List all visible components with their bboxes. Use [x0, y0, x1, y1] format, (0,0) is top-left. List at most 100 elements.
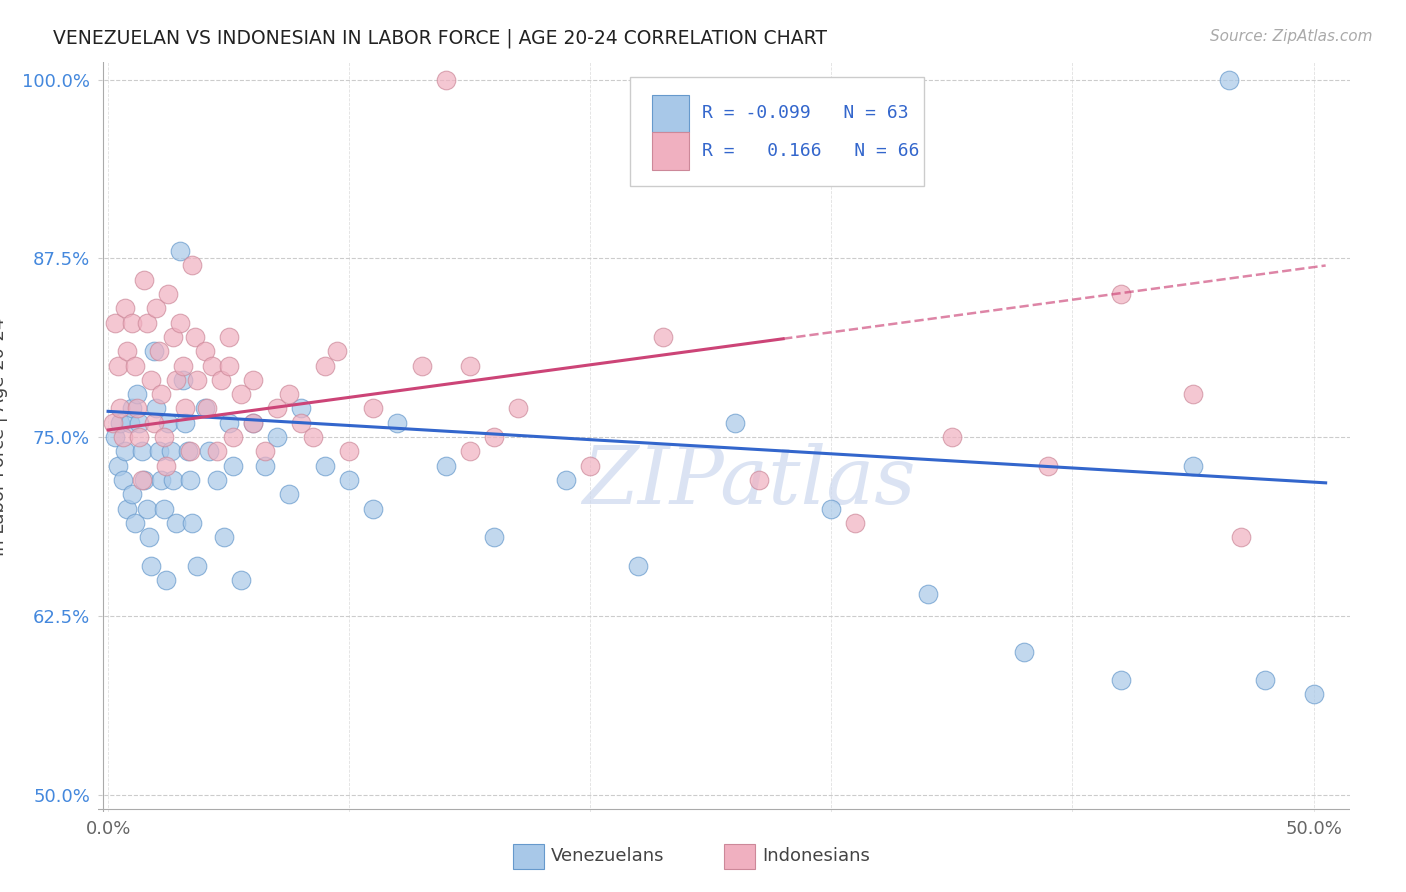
Point: [193, 344, 215, 359]
Point: [266, 430, 288, 444]
Point: [458, 444, 481, 458]
Point: [108, 416, 131, 430]
Point: [152, 501, 174, 516]
Text: R =   0.166   N = 66: R = 0.166 N = 66: [702, 142, 920, 160]
Point: [1254, 673, 1277, 688]
Point: [111, 473, 134, 487]
Point: [118, 416, 141, 430]
Point: [748, 473, 770, 487]
Point: [387, 416, 409, 430]
Point: [361, 501, 384, 516]
Point: [142, 416, 165, 430]
Point: [159, 444, 181, 458]
Point: [181, 516, 204, 530]
Point: [101, 416, 124, 430]
Bar: [651, 95, 689, 132]
Point: [111, 430, 134, 444]
Bar: [651, 132, 689, 169]
Point: [326, 344, 349, 359]
Point: [135, 501, 157, 516]
Point: [155, 573, 177, 587]
Point: [162, 330, 184, 344]
Point: [104, 430, 127, 444]
Point: [176, 444, 198, 458]
Point: [186, 558, 208, 573]
Point: [134, 473, 156, 487]
Point: [124, 359, 146, 373]
Text: Indonesians: Indonesians: [762, 847, 870, 865]
Point: [152, 430, 174, 444]
Point: [145, 301, 167, 316]
Point: [555, 473, 578, 487]
Point: [157, 416, 180, 430]
Point: [174, 416, 197, 430]
Point: [117, 344, 139, 359]
Point: [1230, 530, 1253, 544]
Point: [218, 330, 240, 344]
Point: [124, 516, 146, 530]
Point: [627, 558, 650, 573]
Text: ZIPatlas: ZIPatlas: [582, 443, 915, 521]
Point: [148, 344, 170, 359]
Point: [242, 416, 264, 430]
Point: [131, 444, 153, 458]
Point: [506, 401, 529, 416]
Point: [117, 501, 139, 516]
Point: [134, 273, 156, 287]
Point: [844, 516, 866, 530]
Point: [314, 359, 336, 373]
Point: [482, 430, 505, 444]
Point: [337, 444, 360, 458]
Point: [1302, 688, 1324, 702]
Text: VENEZUELAN VS INDONESIAN IN LABOR FORCE | AGE 20-24 CORRELATION CHART: VENEZUELAN VS INDONESIAN IN LABOR FORCE …: [53, 29, 827, 48]
Point: [121, 316, 143, 330]
Point: [579, 458, 602, 473]
Point: [1038, 458, 1060, 473]
Point: [186, 373, 208, 387]
Point: [253, 444, 276, 458]
Point: [179, 444, 201, 458]
Point: [125, 387, 148, 401]
Point: [411, 359, 433, 373]
Point: [121, 487, 143, 501]
Point: [290, 401, 312, 416]
Point: [205, 444, 228, 458]
Point: [1109, 287, 1132, 301]
Point: [169, 244, 191, 259]
Point: [242, 416, 264, 430]
Point: [165, 373, 187, 387]
Point: [131, 473, 153, 487]
Point: [1012, 644, 1035, 658]
Point: [314, 458, 336, 473]
Point: [222, 458, 245, 473]
Point: [302, 430, 325, 444]
Point: [209, 373, 232, 387]
Point: [172, 373, 194, 387]
Point: [145, 401, 167, 416]
Point: [229, 573, 252, 587]
Point: [242, 373, 264, 387]
Point: [128, 430, 150, 444]
Point: [108, 401, 131, 416]
Point: [201, 359, 224, 373]
Point: [253, 458, 276, 473]
Point: [229, 387, 252, 401]
Point: [434, 458, 457, 473]
Point: [917, 587, 939, 601]
Point: [205, 473, 228, 487]
Point: [277, 487, 299, 501]
Point: [651, 330, 673, 344]
Point: [361, 401, 384, 416]
Point: [107, 359, 129, 373]
Point: [141, 558, 163, 573]
Point: [458, 359, 481, 373]
Point: [724, 416, 747, 430]
Text: R = -0.099   N = 63: R = -0.099 N = 63: [702, 104, 908, 122]
Point: [150, 387, 173, 401]
Point: [172, 359, 194, 373]
Point: [222, 430, 245, 444]
Point: [266, 401, 288, 416]
Point: [941, 430, 963, 444]
Point: [277, 387, 299, 401]
Point: [104, 316, 127, 330]
